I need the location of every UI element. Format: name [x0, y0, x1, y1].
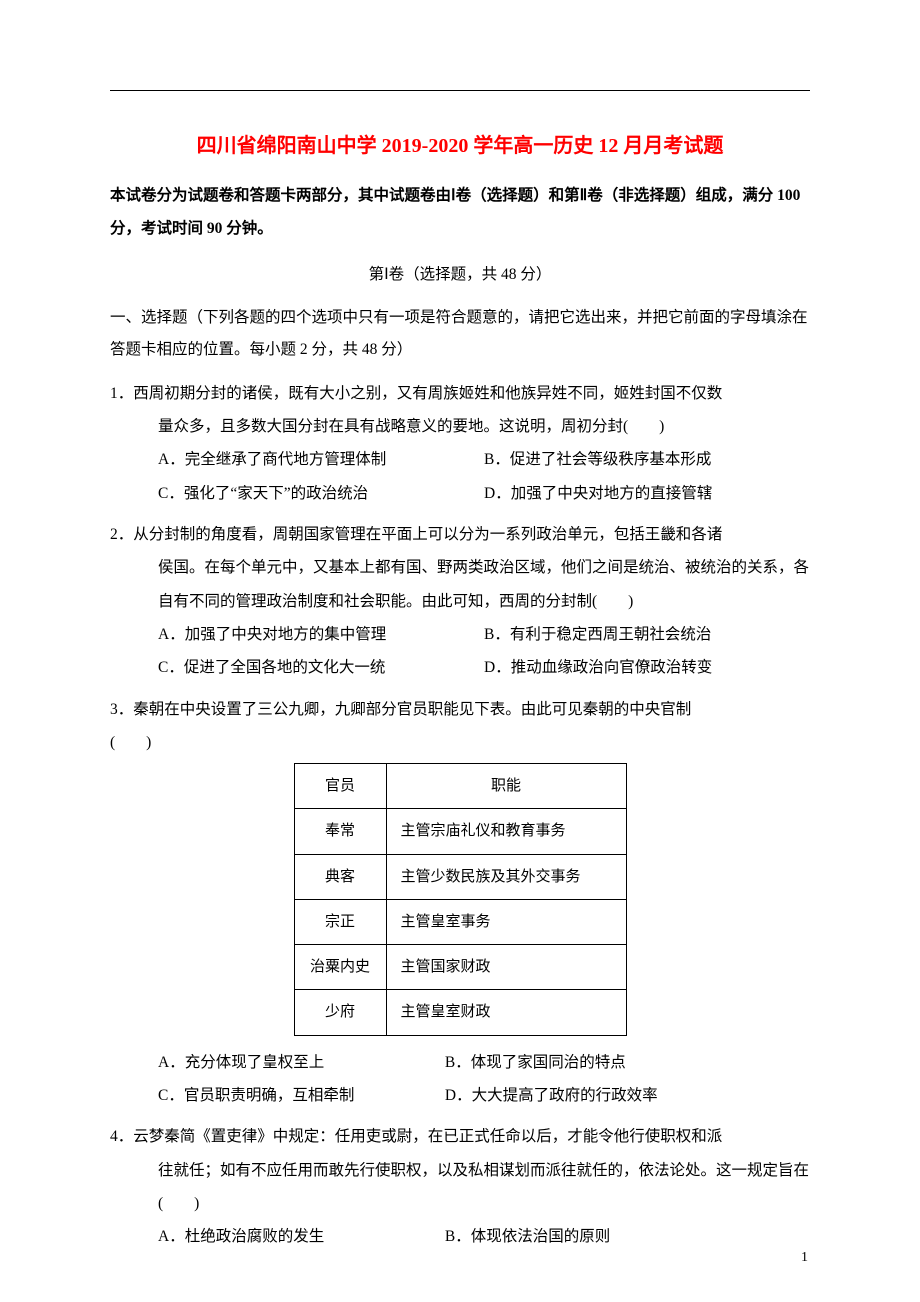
question-number: 1．: [110, 385, 133, 402]
table-row: 治粟内史主管国家财政: [294, 945, 626, 990]
question-text: 秦朝在中央设置了三公九卿，九卿部分官员职能见下表。由此可见秦朝的中央官制: [133, 701, 691, 718]
officials-table-wrap: 官员 职能 奉常主管宗庙礼仪和教育事务 典客主管少数民族及其外交事务 宗正主管皇…: [110, 763, 810, 1036]
option-c: C．官员职责明确，互相牵制: [158, 1079, 445, 1112]
table-cell: 少府: [294, 990, 386, 1035]
section1-header: 第Ⅰ卷（选择题，共 48 分）: [110, 259, 810, 292]
table-cell: 主管少数民族及其外交事务: [386, 854, 626, 899]
table-cell: 主管国家财政: [386, 945, 626, 990]
table-header: 职能: [386, 764, 626, 809]
question-number: 4．: [110, 1128, 133, 1145]
question-text: 从分封制的角度看，周朝国家管理在平面上可以分为一系列政治单元，包括王畿和各诸: [133, 526, 722, 543]
table-row: 典客主管少数民族及其外交事务: [294, 854, 626, 899]
table-row: 奉常主管宗庙礼仪和教育事务: [294, 809, 626, 854]
table-cell: 奉常: [294, 809, 386, 854]
top-divider: [110, 90, 810, 91]
question-3: 3．秦朝在中央设置了三公九卿，九卿部分官员职能见下表。由此可见秦朝的中央官制 (…: [110, 693, 810, 1113]
officials-table: 官员 职能 奉常主管宗庙礼仪和教育事务 典客主管少数民族及其外交事务 宗正主管皇…: [294, 763, 627, 1036]
question-number: 2．: [110, 526, 133, 543]
table-header: 官员: [294, 764, 386, 809]
option-d: D．推动血缘政治向官僚政治转变: [484, 651, 810, 684]
page-number: 1: [801, 1250, 808, 1266]
question-options: A．加强了中央对地方的集中管理 B．有利于稳定西周王朝社会统治 C．促进了全国各…: [110, 618, 810, 685]
question-stem: 1．西周初期分封的诸侯，既有大小之别，又有周族姬姓和他族异姓不同，姬姓封国不仅数: [110, 377, 810, 410]
option-d: D．大大提高了政府的行政效率: [445, 1079, 658, 1112]
question-4: 4．云梦秦简《置吏律》中规定：任用吏或尉，在已正式任命以后，才能令他行使职权和派…: [110, 1120, 810, 1253]
question-text: 云梦秦简《置吏律》中规定：任用吏或尉，在已正式任命以后，才能令他行使职权和派: [133, 1128, 722, 1145]
question-continuation: 量众多，且多数大国分封在具有战略意义的要地。这说明，周初分封( ): [110, 410, 810, 443]
option-b: B．体现了家国同治的特点: [445, 1046, 626, 1079]
question-number: 3．: [110, 701, 133, 718]
option-b: B．促进了社会等级秩序基本形成: [484, 443, 810, 476]
question-options: A．充分体现了皇权至上 B．体现了家国同治的特点 C．官员职责明确，互相牵制 D…: [110, 1046, 810, 1113]
option-b: B．体现依法治国的原则: [445, 1220, 610, 1253]
table-cell: 主管皇室财政: [386, 990, 626, 1035]
table-row: 少府主管皇室财政: [294, 990, 626, 1035]
exam-instruction: 本试卷分为试题卷和答题卡两部分，其中试题卷由Ⅰ卷（选择题）和第Ⅱ卷（非选择题）组…: [110, 180, 810, 245]
option-a: A．加强了中央对地方的集中管理: [158, 618, 484, 651]
question-continuation: ( ): [110, 726, 810, 759]
question-stem: 3．秦朝在中央设置了三公九卿，九卿部分官员职能见下表。由此可见秦朝的中央官制: [110, 693, 810, 726]
question-2: 2．从分封制的角度看，周朝国家管理在平面上可以分为一系列政治单元，包括王畿和各诸…: [110, 518, 810, 685]
section1-description: 一、选择题（下列各题的四个选项中只有一项是符合题意的，请把它选出来，并把它前面的…: [110, 302, 810, 367]
table-cell: 主管宗庙礼仪和教育事务: [386, 809, 626, 854]
option-c: C．强化了“家天下”的政治统治: [158, 477, 484, 510]
question-text: 西周初期分封的诸侯，既有大小之别，又有周族姬姓和他族异姓不同，姬姓封国不仅数: [133, 385, 722, 402]
option-a: A．充分体现了皇权至上: [158, 1046, 445, 1079]
exam-title: 四川省绵阳南山中学 2019-2020 学年高一历史 12 月月考试题: [110, 129, 810, 158]
question-continuation: 侯国。在每个单元中，又基本上都有国、野两类政治区域，他们之间是统治、被统治的关系…: [110, 551, 810, 618]
exam-page: 四川省绵阳南山中学 2019-2020 学年高一历史 12 月月考试题 本试卷分…: [0, 0, 920, 1302]
option-c: C．促进了全国各地的文化大一统: [158, 651, 484, 684]
table-cell: 治粟内史: [294, 945, 386, 990]
question-stem: 4．云梦秦简《置吏律》中规定：任用吏或尉，在已正式任命以后，才能令他行使职权和派: [110, 1120, 810, 1153]
table-row: 宗正主管皇室事务: [294, 899, 626, 944]
question-stem: 2．从分封制的角度看，周朝国家管理在平面上可以分为一系列政治单元，包括王畿和各诸: [110, 518, 810, 551]
question-options: A．杜绝政治腐败的发生 B．体现依法治国的原则: [110, 1220, 810, 1253]
option-b: B．有利于稳定西周王朝社会统治: [484, 618, 810, 651]
table-cell: 典客: [294, 854, 386, 899]
table-cell: 宗正: [294, 899, 386, 944]
option-d: D．加强了中央对地方的直接管辖: [484, 477, 810, 510]
table-header-row: 官员 职能: [294, 764, 626, 809]
question-options: A．完全继承了商代地方管理体制 B．促进了社会等级秩序基本形成 C．强化了“家天…: [110, 443, 810, 510]
question-1: 1．西周初期分封的诸侯，既有大小之别，又有周族姬姓和他族异姓不同，姬姓封国不仅数…: [110, 377, 810, 510]
question-continuation: 往就任；如有不应任用而敢先行使职权，以及私相谋划而派往就任的，依法论处。这一规定…: [110, 1154, 810, 1221]
table-cell: 主管皇室事务: [386, 899, 626, 944]
option-a: A．完全继承了商代地方管理体制: [158, 443, 484, 476]
option-a: A．杜绝政治腐败的发生: [158, 1220, 445, 1253]
